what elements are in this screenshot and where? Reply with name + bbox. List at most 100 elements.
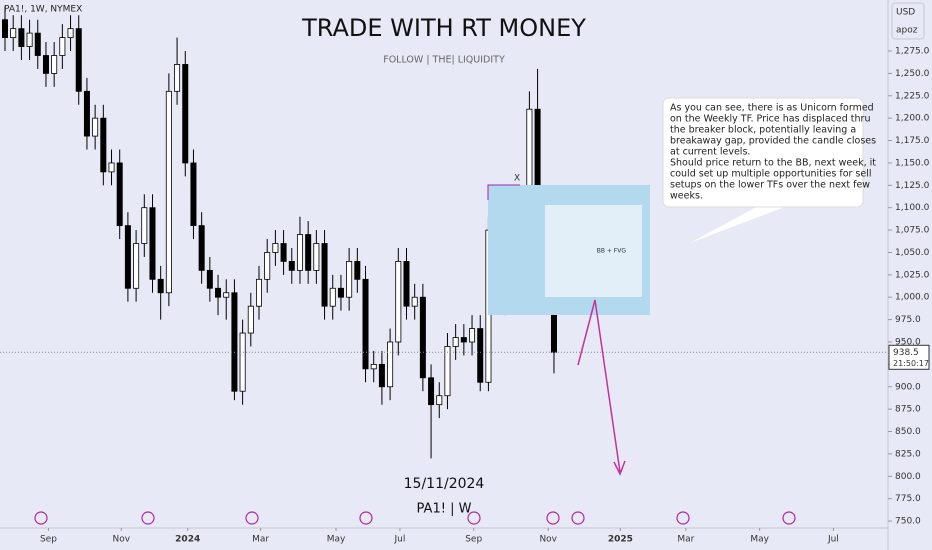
callout-line: on the Weekly TF. Price has displaced th… [670, 114, 870, 125]
y-tick-label: 900.0 [895, 382, 921, 392]
candle-body [100, 117, 107, 173]
x-marker-line [487, 184, 520, 200]
candle-body [378, 363, 385, 388]
candle-body [223, 292, 230, 298]
x-tick-label: Sep [40, 535, 57, 545]
y-tick-label: 1,050.0 [895, 248, 930, 258]
callout-pointer [690, 205, 790, 243]
candle-body [165, 90, 172, 294]
callout-line: at current levels. [670, 147, 750, 158]
candle-body [206, 269, 213, 289]
x-tick-label: 2025 [608, 535, 633, 545]
callout-line: Should price return to the BB, next week… [670, 158, 876, 169]
x-marker: X [514, 174, 520, 184]
candle-body [83, 90, 90, 137]
callout-box [662, 97, 864, 208]
y-tick-label: 1,025.0 [895, 270, 930, 280]
y-tick-label: 750.0 [895, 517, 921, 527]
candle-body [215, 287, 222, 298]
candle-body [174, 64, 181, 92]
y-tick-label: 1,250.0 [895, 69, 930, 79]
candle-body [75, 28, 82, 92]
candle-body [313, 243, 320, 271]
scale-mode[interactable]: apoz [896, 26, 918, 36]
candle-body [141, 207, 148, 244]
fvg-zone [545, 205, 642, 297]
candle-body [321, 243, 328, 307]
x-tick-label: Jul [394, 535, 406, 545]
candle-body [460, 337, 467, 343]
y-tick-label: 1,000.0 [895, 293, 930, 303]
date-label: 15/11/2024 [404, 476, 485, 492]
candle-body [288, 261, 295, 271]
candle-body [280, 243, 287, 262]
candle-body [477, 328, 484, 383]
candle-body [428, 377, 435, 406]
x-tick-label: Jul [827, 535, 839, 545]
candle-body [26, 32, 33, 47]
candle-body [124, 225, 131, 289]
y-tick-label: 1,125.0 [895, 181, 930, 191]
candle-body [272, 243, 279, 253]
callout-line: As you can see, there is as Unicorn form… [670, 103, 874, 114]
candle-body [370, 363, 377, 370]
candle-body [59, 37, 66, 56]
x-tick-label: Mar [252, 535, 269, 545]
chart-subtitle: FOLLOW | THE| LIQUIDITY [383, 55, 505, 66]
y-tick-label: 875.0 [895, 405, 921, 415]
candle-body [452, 337, 459, 347]
callout-line: weeks. [670, 191, 703, 202]
candle-body [51, 55, 58, 74]
candle-body [92, 117, 99, 137]
callout-line: the breaker block, potentially leaving a [670, 125, 856, 136]
zone-label: BB + FVG [597, 248, 627, 255]
y-tick-label: 825.0 [895, 449, 921, 459]
y-tick-label: 975.0 [895, 315, 921, 325]
candle-body [42, 55, 49, 74]
candle-body [10, 28, 17, 39]
symbol: PA1!, 1W, NYMEX [4, 5, 82, 15]
x-tick-label: May [750, 535, 769, 545]
candle-body [444, 346, 451, 397]
candle-body [18, 28, 25, 47]
candle-body [329, 287, 336, 307]
footer: PA1! | W [417, 502, 472, 517]
candle-body [362, 278, 369, 370]
candle-body [296, 234, 303, 271]
currency-box[interactable] [891, 2, 925, 40]
event-icons [34, 511, 796, 525]
candle-body [387, 341, 394, 388]
callout-text: As you can see, there is as Unicorn form… [670, 103, 876, 202]
candle-body [157, 278, 164, 294]
candle-body [133, 243, 140, 289]
y-tick-label: 1,225.0 [895, 91, 930, 101]
countdown: 21:50:17 [893, 359, 929, 368]
callout-line: setups on the lower TFs over the next fe… [670, 180, 870, 191]
candle-body [256, 278, 263, 307]
candle-body [182, 64, 189, 164]
candle-body [67, 28, 74, 39]
candle-body [436, 395, 443, 406]
candle-body [419, 296, 426, 379]
candle-body [116, 162, 123, 227]
candle-body [337, 287, 344, 298]
chart-title: TRADE WITH RT MONEY [301, 14, 586, 42]
candle-body [247, 305, 254, 334]
y-tick-label: 1,275.0 [895, 47, 930, 57]
y-tick-label: 1,075.0 [895, 226, 930, 236]
last-price-box [888, 344, 930, 370]
y-tick-label: 1,200.0 [895, 114, 930, 124]
currency[interactable]: USD [896, 8, 915, 18]
last-price: 938.5 [893, 348, 919, 358]
y-tick-label: 850.0 [895, 427, 921, 437]
candle-body [395, 261, 402, 343]
candle-body [239, 332, 246, 392]
x-tick-label: Nov [539, 535, 557, 545]
candle-body [354, 261, 361, 280]
candle-body [1, 19, 8, 39]
candle-body [411, 296, 418, 307]
x-tick-label: Nov [113, 535, 131, 545]
projection-arrow [577, 299, 621, 473]
y-tick-label: 1,100.0 [895, 203, 930, 213]
